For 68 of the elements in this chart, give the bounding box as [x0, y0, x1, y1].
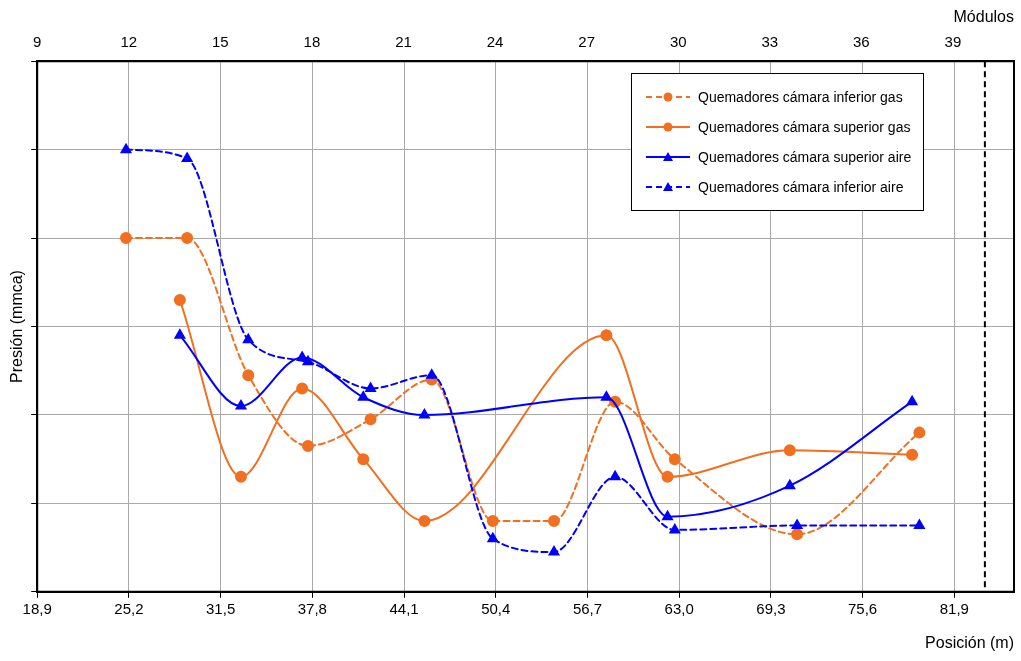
- x-tick-label: 81,9: [939, 599, 969, 617]
- x2-tick-label: 9: [33, 33, 42, 51]
- x2-tick-label: 30: [669, 33, 687, 51]
- y-axis-title: Presión (mmca): [8, 270, 26, 383]
- legend-label: Quemadores cámara inferior aire: [698, 179, 904, 196]
- point: [235, 400, 247, 410]
- x2-tick-label: 27: [578, 33, 595, 51]
- point: [547, 515, 560, 528]
- point: [548, 546, 560, 556]
- point: [486, 515, 499, 528]
- x-tick-label: 56,7: [572, 599, 603, 617]
- x-tick-label: 50,4: [481, 599, 511, 617]
- point: [242, 369, 255, 382]
- point: [783, 444, 796, 457]
- point: [302, 355, 314, 366]
- x2-axis-title: Módulos: [953, 8, 1014, 26]
- point: [365, 382, 376, 392]
- legend-label: Quemadores cámara inferior gas: [698, 89, 903, 106]
- point: [791, 528, 804, 541]
- legend-label: Quemadores cámara superior gas: [698, 119, 911, 136]
- x-tick-label: 25,2: [114, 599, 144, 617]
- point: [174, 329, 186, 339]
- point: [418, 515, 431, 528]
- x2-tick-label: 12: [120, 33, 138, 51]
- x-tick-label: 37,8: [297, 599, 327, 617]
- point: [296, 382, 309, 395]
- x2-tick-label: 15: [212, 33, 229, 51]
- x2-tick-label: 39: [944, 33, 962, 51]
- point: [487, 532, 499, 543]
- point: [906, 395, 918, 406]
- point: [600, 329, 613, 342]
- x-axis-title: Posición (m): [925, 633, 1014, 651]
- point: [906, 448, 919, 461]
- x-tick-label: 31,5: [206, 599, 236, 617]
- x2-tick-label: 21: [395, 33, 412, 51]
- legend-label: Quemadores cámara superior aire: [698, 149, 912, 166]
- point: [426, 369, 438, 379]
- point: [784, 479, 796, 490]
- point: [662, 510, 673, 521]
- x2-tick-label: 36: [853, 33, 870, 51]
- point: [609, 470, 621, 481]
- x-tick-label: 18,9: [22, 599, 52, 617]
- x-tick-label: 69,3: [756, 599, 786, 617]
- point: [235, 470, 247, 483]
- point: [357, 453, 370, 466]
- x2-tick-label: 24: [486, 33, 504, 51]
- point: [669, 523, 681, 534]
- x2-tick-label: 18: [303, 33, 321, 51]
- point: [181, 232, 194, 245]
- x-tick-label: 75,6: [848, 599, 878, 617]
- point: [301, 439, 314, 452]
- point: [357, 391, 369, 401]
- point: [181, 152, 193, 162]
- point: [242, 333, 254, 344]
- point: [120, 143, 132, 154]
- point: [364, 413, 377, 426]
- point: [419, 408, 430, 419]
- point: [791, 519, 803, 529]
- point: [668, 453, 681, 466]
- point: [913, 426, 926, 439]
- x2-tick-label: 33: [761, 33, 779, 51]
- x-tick-label: 44,1: [389, 599, 419, 617]
- point: [173, 293, 186, 306]
- point: [661, 470, 674, 483]
- point: [914, 519, 925, 529]
- x-tick-label: 63,0: [664, 599, 694, 617]
- point: [120, 232, 132, 245]
- point: [601, 391, 612, 401]
